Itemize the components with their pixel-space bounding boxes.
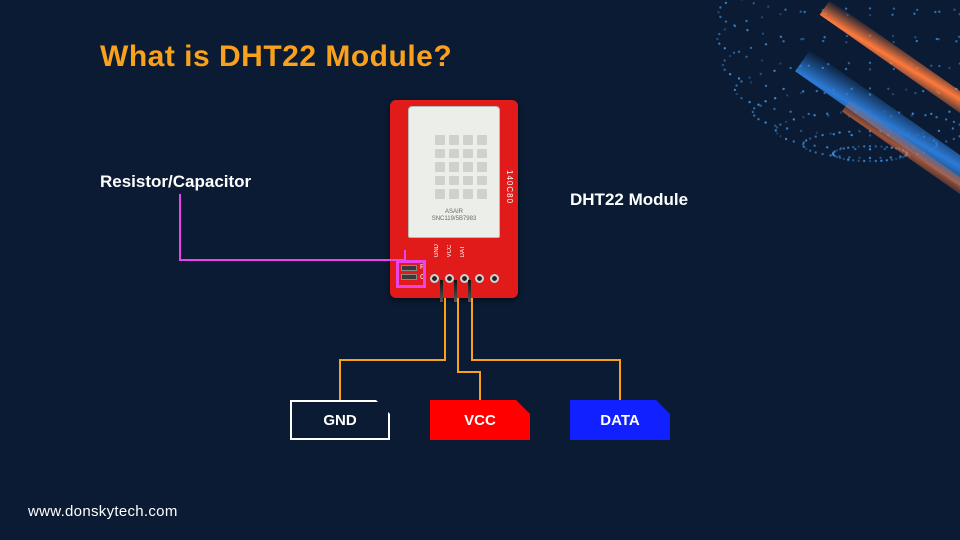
pin-box-vcc: VCC — [430, 400, 530, 440]
resistor-capacitor-highlight — [396, 260, 426, 288]
pcb-side-marking: 140C80 — [505, 170, 514, 204]
sensor-brand-text: ASAIRSNC119/5B7983 — [409, 209, 499, 222]
pin-box-vcc-label: VCC — [464, 412, 496, 429]
page-title: What is DHT22 Module? — [100, 40, 452, 74]
pin-box-data-label: DATA — [600, 412, 639, 429]
footer-url: www.donskytech.com — [28, 503, 178, 520]
sensor-grille — [435, 135, 487, 199]
resistor-capacitor-label: Resistor/Capacitor — [100, 172, 251, 192]
pin-box-gnd: GND — [290, 400, 390, 440]
module-pins — [440, 280, 471, 302]
pin-box-data: DATA — [570, 400, 670, 440]
sensor-housing: ASAIRSNC119/5B7983 — [408, 106, 500, 238]
header-pin-labels: GNDVCCDAT — [434, 244, 480, 257]
module-name-label: DHT22 Module — [570, 190, 688, 210]
pin-box-gnd-label: GND — [323, 412, 356, 429]
dht22-module-graphic: ASAIRSNC119/5B7983 140C80 GNDVCCDAT R C — [390, 100, 518, 298]
